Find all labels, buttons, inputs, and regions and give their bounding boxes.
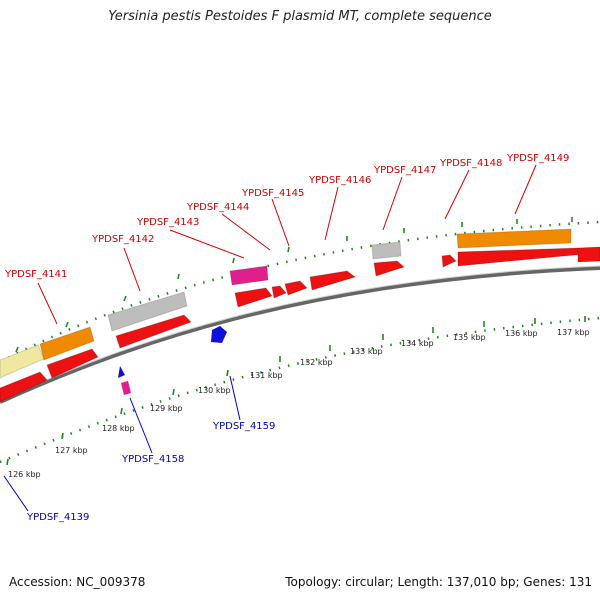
kbp-label-131: 131 kbp [250, 371, 283, 380]
gene-label-YPDSF_4139[interactable]: YPDSF_4139 [26, 512, 89, 523]
cds-reverse [211, 326, 227, 343]
outer-tick [232, 257, 235, 264]
outer-major-ticks [15, 217, 573, 353]
gene-label-YPDSF_4144[interactable]: YPDSF_4144 [186, 202, 249, 213]
leader-line [271, 198, 290, 247]
leader-line [123, 247, 141, 292]
map-title: Yersinia pestis Pestoides F plasmid MT, … [108, 9, 492, 24]
gene-label-YPDSF_4146[interactable]: YPDSF_4146 [308, 175, 371, 186]
kbp-label-135: 135 kbp [453, 333, 486, 342]
cds-forward [271, 285, 287, 299]
genes-label: Genes: [523, 575, 566, 589]
cds-forward [373, 260, 406, 277]
leader-line [129, 397, 153, 454]
kbp-label-126: 126 kbp [8, 470, 41, 479]
cds-forward [284, 280, 308, 296]
length-value: 137,010 bp [446, 575, 516, 589]
feature-orange [39, 326, 95, 361]
feature-orange [456, 228, 572, 249]
genes-value: 131 [569, 575, 592, 589]
gene-label-YPDSF_4141[interactable]: YPDSF_4141 [4, 269, 67, 280]
forward-gene-labels: YPDSF_4141 YPDSF_4142 YPDSF_4143 YPDSF_4… [4, 153, 569, 280]
kbp-label-134: 134 kbp [401, 339, 434, 348]
kbp-label-133: 133 kbp [350, 347, 383, 356]
cds-forward [309, 270, 357, 291]
leader-line [37, 282, 58, 325]
gene-label-YPDSF_4159[interactable]: YPDSF_4159 [212, 421, 275, 432]
genome-backbone [0, 266, 600, 404]
leader-line [324, 186, 339, 241]
cds-forward [577, 246, 600, 263]
kbp-label-127: 127 kbp [55, 446, 88, 455]
feature-yellow [0, 344, 45, 379]
kbp-label-128: 128 kbp [102, 424, 135, 433]
inner-tick [120, 407, 123, 415]
cds-track-forward [0, 246, 600, 403]
cds-forward [46, 348, 99, 379]
accession-value: NC_009378 [76, 575, 146, 589]
cds-forward [441, 254, 457, 268]
feature-reverse-pink [121, 381, 131, 395]
outer-tick [15, 346, 19, 353]
leader-line [3, 475, 29, 512]
cds-track-reverse [118, 326, 227, 395]
outer-tick [65, 321, 69, 328]
forward-label-lines [37, 164, 537, 325]
inner-tick [61, 432, 64, 440]
gene-label-YPDSF_4149[interactable]: YPDSF_4149 [506, 153, 569, 164]
leader-line [514, 164, 537, 215]
genome-stats: Topology: circular; Length: 137,010 bp; … [285, 575, 592, 589]
gene-label-YPDSF_4147[interactable]: YPDSF_4147 [373, 165, 436, 176]
gene-label-YPDSF_4148[interactable]: YPDSF_4148 [439, 158, 502, 169]
reverse-label-lines [3, 375, 241, 512]
inner-major-ticks [6, 316, 586, 466]
leader-line [382, 176, 403, 231]
cds-forward [234, 287, 273, 308]
inner-tick [6, 458, 9, 466]
gene-label-YPDSF_4143[interactable]: YPDSF_4143 [136, 217, 199, 228]
cds-forward [0, 371, 48, 403]
kbp-label-137: 137 kbp [557, 328, 590, 337]
leader-line [169, 229, 245, 259]
outer-tick [177, 273, 180, 280]
cds-reverse [118, 366, 125, 378]
outer-tick [287, 246, 290, 253]
reverse-gene-labels: YPDSF_4139 YPDSF_4158 YPDSF_4159 [26, 421, 275, 523]
inner-tick [226, 369, 229, 377]
topology-value: circular [345, 575, 390, 589]
kbp-label-136: 136 kbp [505, 329, 538, 338]
kbp-label-130: 130 kbp [198, 386, 231, 395]
length-label: Length: [397, 575, 443, 589]
outer-tick [123, 295, 127, 302]
accession-info: Accession: NC_009378 [9, 575, 145, 589]
leader-line [221, 213, 271, 251]
feature-grey [107, 291, 188, 332]
feature-track-outer [0, 228, 572, 379]
cds-forward [115, 314, 192, 349]
accession-label: Accession: [9, 575, 73, 589]
cds-forward [457, 247, 587, 267]
feature-pink [229, 265, 269, 286]
leader-line [444, 169, 470, 220]
feature-grey [371, 241, 402, 260]
leader-line [229, 375, 241, 421]
kbp-label-132: 132 kbp [300, 358, 333, 367]
kbp-tick-labels: 126 kbp 127 kbp 128 kbp 129 kbp 130 kbp … [8, 328, 590, 479]
gene-label-YPDSF_4158[interactable]: YPDSF_4158 [121, 454, 184, 465]
gene-label-YPDSF_4145[interactable]: YPDSF_4145 [241, 188, 304, 199]
kbp-label-129: 129 kbp [150, 404, 183, 413]
topology-label: Topology: [285, 575, 342, 589]
inner-tick [172, 388, 175, 396]
gene-label-YPDSF_4142[interactable]: YPDSF_4142 [91, 234, 154, 245]
